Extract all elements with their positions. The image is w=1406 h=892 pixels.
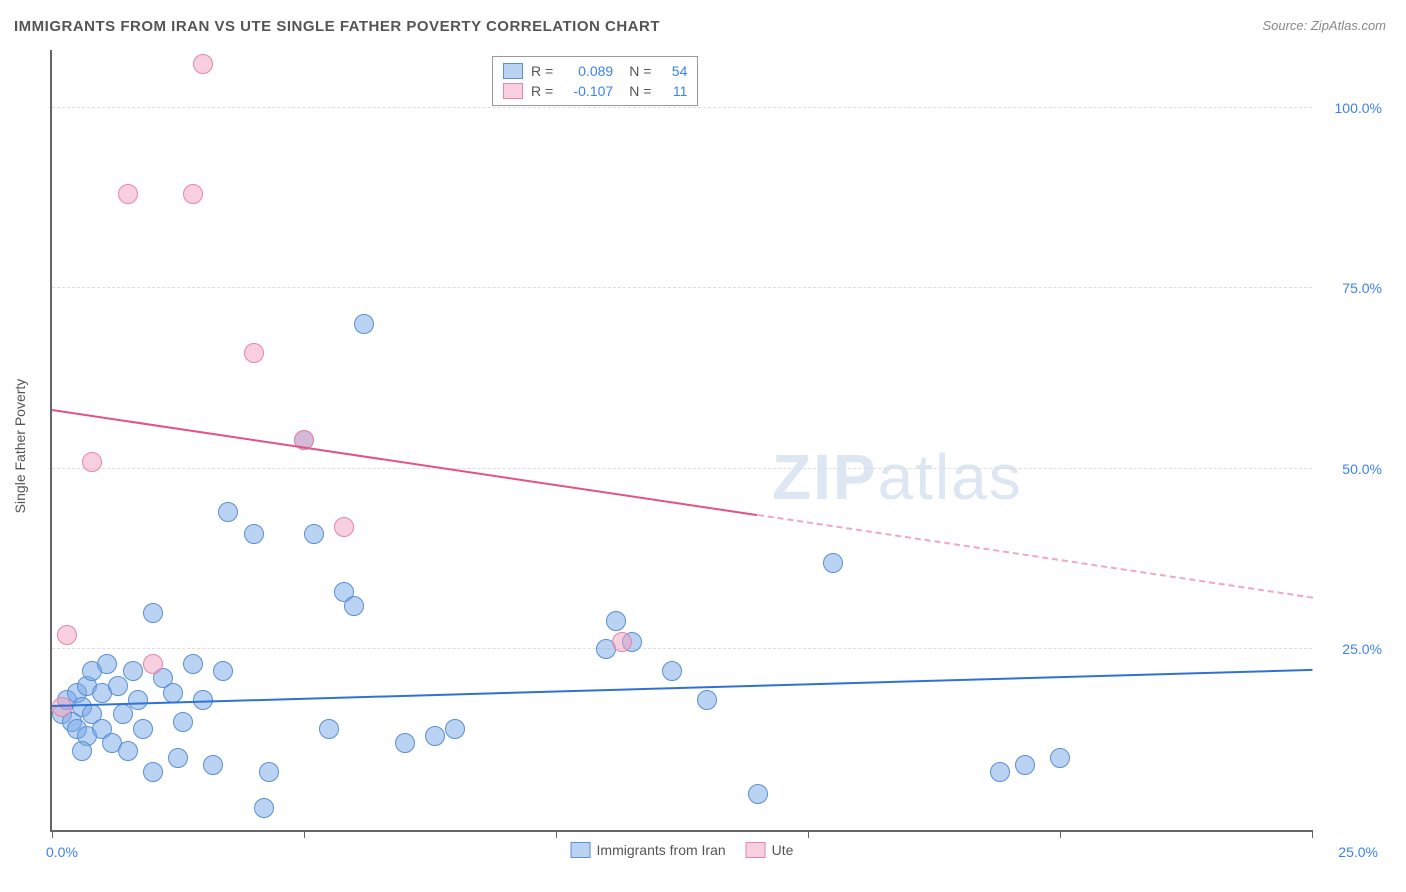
data-point xyxy=(1015,755,1035,775)
legend-swatch xyxy=(503,83,523,99)
data-point xyxy=(183,184,203,204)
legend-label: Ute xyxy=(772,842,794,858)
stat-legend-box: R = 0.089 N = 54 R = -0.107 N = 11 xyxy=(492,56,698,106)
watermark-bold: ZIP xyxy=(772,441,878,513)
y-tick-label: 25.0% xyxy=(1322,641,1382,657)
y-tick-label: 50.0% xyxy=(1322,461,1382,477)
data-point xyxy=(662,661,682,681)
data-point xyxy=(319,719,339,739)
source-label: Source: ZipAtlas.com xyxy=(1262,18,1386,33)
y-axis-label: Single Father Poverty xyxy=(12,379,28,514)
data-point xyxy=(334,517,354,537)
stat-n-label: N = xyxy=(629,63,651,79)
data-point xyxy=(163,683,183,703)
trend-line xyxy=(52,669,1312,707)
trend-line xyxy=(52,409,758,516)
data-point xyxy=(259,762,279,782)
stat-n-value: 11 xyxy=(659,83,687,99)
chart-container: IMMIGRANTS FROM IRAN VS UTE SINGLE FATHE… xyxy=(0,0,1406,892)
stat-row: R = 0.089 N = 54 xyxy=(503,61,687,81)
data-point xyxy=(133,719,153,739)
stat-r-label: R = xyxy=(531,63,553,79)
x-tick-label-min: 0.0% xyxy=(46,844,78,860)
grid-line xyxy=(52,107,1312,108)
watermark: ZIPatlas xyxy=(772,440,1023,514)
data-point xyxy=(57,625,77,645)
data-point xyxy=(244,343,264,363)
x-tick xyxy=(52,830,53,838)
data-point xyxy=(168,748,188,768)
data-point xyxy=(354,314,374,334)
legend-item: Ute xyxy=(746,842,794,858)
data-point xyxy=(72,741,92,761)
data-point xyxy=(304,524,324,544)
data-point xyxy=(143,603,163,623)
stat-row: R = -0.107 N = 11 xyxy=(503,81,687,101)
data-point xyxy=(213,661,233,681)
x-tick xyxy=(1312,830,1313,838)
stat-r-value: 0.089 xyxy=(561,63,613,79)
data-point xyxy=(612,632,632,652)
data-point xyxy=(97,654,117,674)
legend-label: Immigrants from Iran xyxy=(597,842,726,858)
data-point xyxy=(193,54,213,74)
x-tick-label-max: 25.0% xyxy=(1318,844,1378,860)
data-point xyxy=(118,184,138,204)
legend-swatch xyxy=(503,63,523,79)
data-point xyxy=(990,762,1010,782)
data-point xyxy=(425,726,445,746)
legend-swatch xyxy=(746,842,766,858)
grid-line xyxy=(52,648,1312,649)
stat-n-label: N = xyxy=(629,83,651,99)
data-point xyxy=(82,452,102,472)
data-point xyxy=(244,524,264,544)
data-point xyxy=(395,733,415,753)
data-point xyxy=(143,654,163,674)
watermark-light: atlas xyxy=(878,441,1023,513)
grid-line xyxy=(52,287,1312,288)
stat-r-value: -0.107 xyxy=(561,83,613,99)
data-point xyxy=(218,502,238,522)
plot-area: ZIPatlas R =0.089N =54R =-0.107N =11 Imm… xyxy=(50,50,1312,832)
data-point xyxy=(203,755,223,775)
stat-n-value: 54 xyxy=(659,63,687,79)
data-point xyxy=(52,697,72,717)
data-point xyxy=(143,762,163,782)
data-point xyxy=(748,784,768,804)
stat-r-label: R = xyxy=(531,83,553,99)
data-point xyxy=(697,690,717,710)
data-point xyxy=(128,690,148,710)
x-tick xyxy=(556,830,557,838)
data-point xyxy=(123,661,143,681)
legend-swatch xyxy=(571,842,591,858)
bottom-legend: Immigrants from Iran Ute xyxy=(571,842,794,858)
data-point xyxy=(1050,748,1070,768)
x-tick xyxy=(304,830,305,838)
x-tick xyxy=(1060,830,1061,838)
data-point xyxy=(445,719,465,739)
data-point xyxy=(254,798,274,818)
legend-item: Immigrants from Iran xyxy=(571,842,726,858)
data-point xyxy=(183,654,203,674)
y-tick-label: 100.0% xyxy=(1322,100,1382,116)
data-point xyxy=(118,741,138,761)
grid-line xyxy=(52,468,1312,469)
data-point xyxy=(344,596,364,616)
y-tick-label: 75.0% xyxy=(1322,280,1382,296)
data-point xyxy=(823,553,843,573)
data-point xyxy=(173,712,193,732)
data-point xyxy=(113,704,133,724)
x-tick xyxy=(808,830,809,838)
chart-title: IMMIGRANTS FROM IRAN VS UTE SINGLE FATHE… xyxy=(14,18,660,35)
data-point xyxy=(606,611,626,631)
data-point xyxy=(108,676,128,696)
